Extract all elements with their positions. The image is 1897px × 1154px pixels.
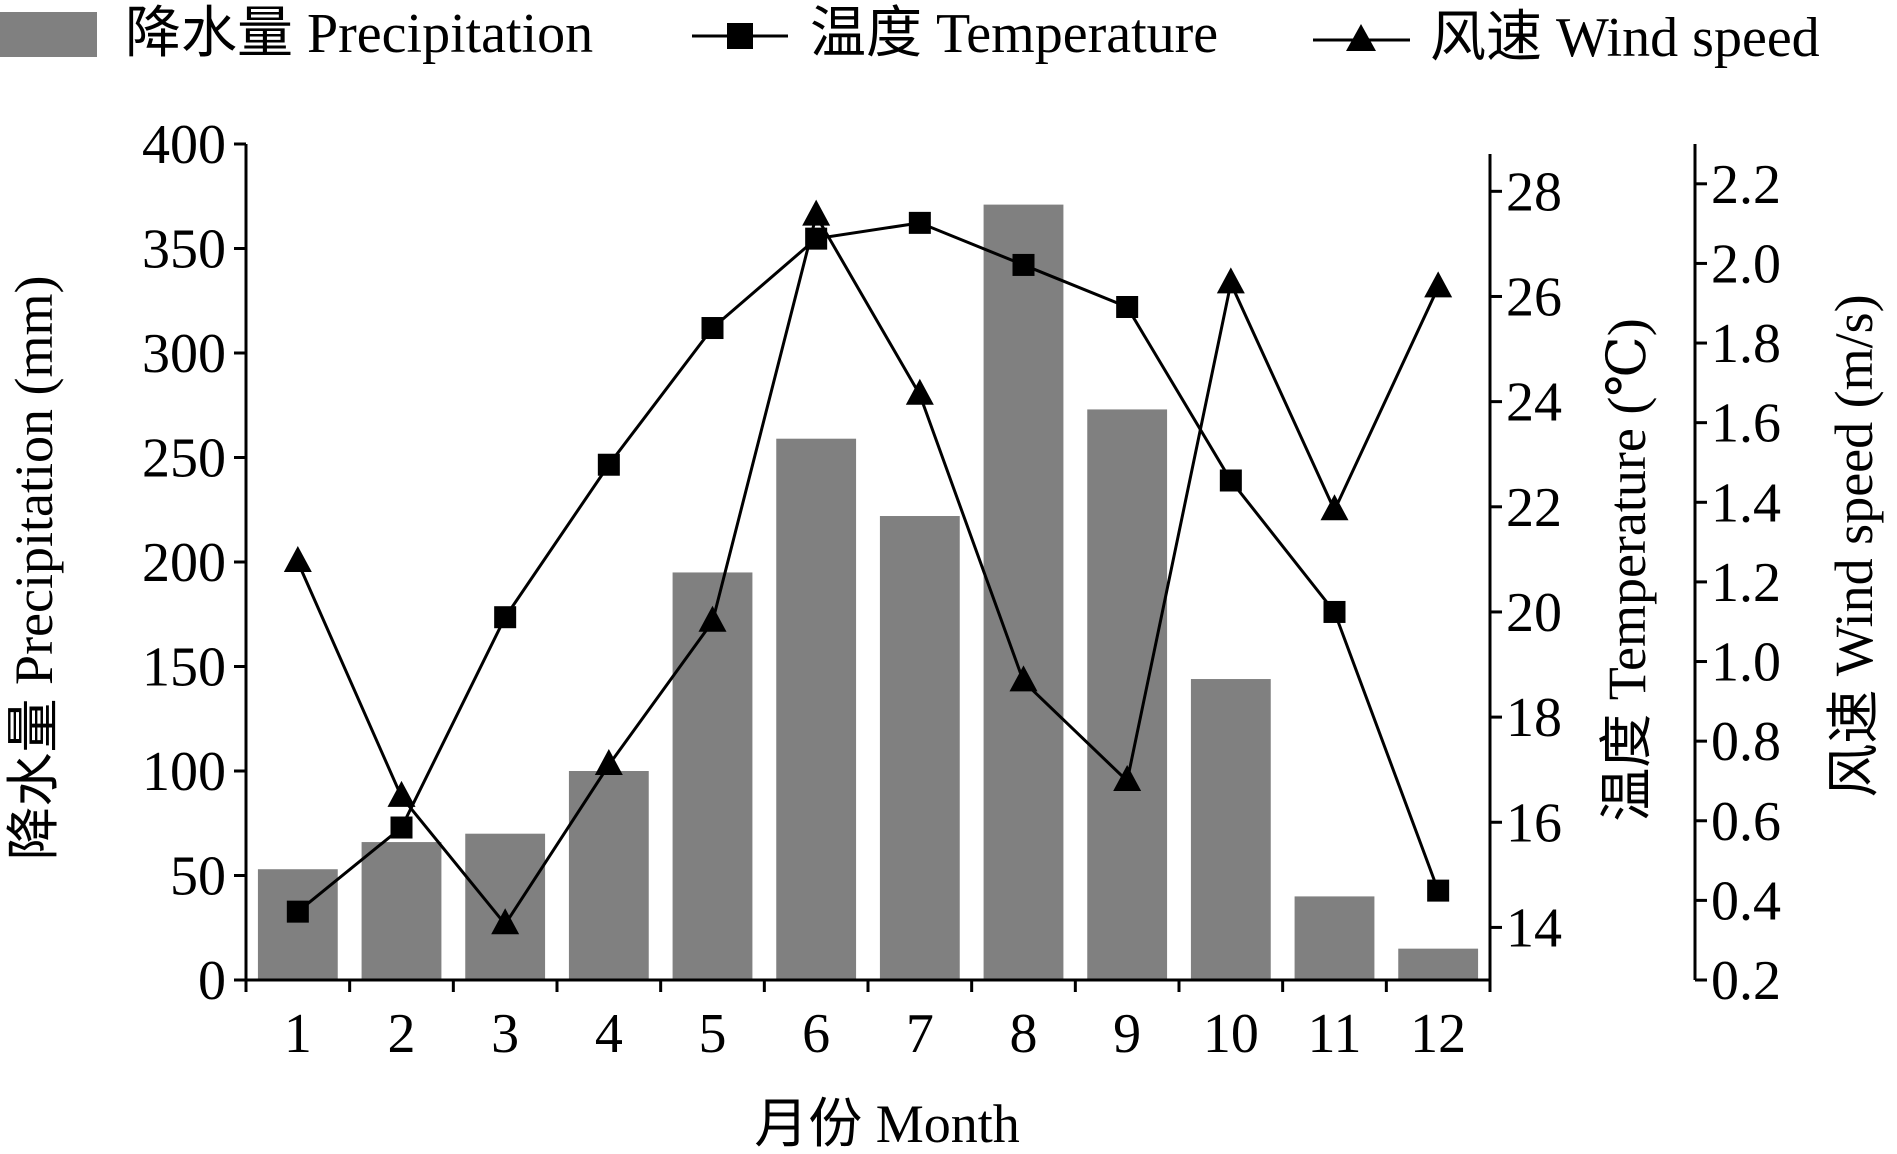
wind-speed-point (1320, 494, 1349, 521)
y-right2-tick-label: 1.6 (1711, 393, 1781, 455)
temperature-point (597, 453, 620, 476)
precipitation-bar (983, 204, 1064, 981)
wind-speed-point (698, 605, 727, 632)
y-axis-right-title: 温度 Temperature (℃) (1597, 318, 1657, 821)
wind-speed-point (802, 199, 831, 226)
legend-temperature-marker (727, 23, 753, 49)
precipitation-bar (672, 572, 753, 980)
temperature-point (286, 900, 309, 923)
y-right2-tick-label: 2.2 (1711, 154, 1781, 216)
temperature-point (1012, 253, 1035, 276)
y-right-tick-label: 20 (1506, 582, 1562, 644)
precipitation-bar (879, 516, 960, 980)
y-right2-tick-label: 2.0 (1711, 233, 1781, 295)
precipitation-bar (1294, 896, 1375, 980)
precipitation-bar (257, 869, 338, 980)
y-right2-tick-label: 0.4 (1711, 870, 1781, 932)
y-left-tick-label: 250 (142, 428, 226, 490)
wind-speed-point (1009, 665, 1038, 692)
wind-speed-point (387, 780, 416, 807)
x-tick-label: 8 (1010, 1003, 1038, 1065)
wind-speed-point (1113, 764, 1142, 791)
y-left-tick-label: 0 (198, 950, 226, 1012)
y-right-tick-label: 24 (1506, 372, 1562, 434)
wind-speed-line (296, 211, 1440, 927)
y-right-tick-label: 16 (1506, 792, 1562, 854)
temperature-line (296, 221, 1440, 913)
y-left-tick-label: 350 (142, 219, 226, 281)
y-left-tick-label: 150 (142, 637, 226, 699)
wind-speed-point (594, 749, 623, 776)
y-left-tick-label: 200 (142, 532, 226, 594)
temperature-point (1323, 600, 1346, 623)
y-right-tick-label: 28 (1506, 161, 1562, 223)
wind-speed-point (491, 908, 520, 935)
y-right2-tick-label: 1.8 (1711, 313, 1781, 375)
x-tick-label: 12 (1410, 1003, 1466, 1065)
legend-precipitation-label: 降水量 Precipitation (125, 3, 593, 65)
y-axis-left-title: 降水量 Precipitation (mm) (4, 276, 64, 861)
precipitation-bar (568, 771, 649, 980)
legend: 降水量 Precipitation 温度 Temperature 风速 Wind… (0, 3, 1820, 69)
x-tick-label: 7 (906, 1003, 934, 1065)
y-right-tick-label: 14 (1506, 897, 1562, 959)
wind-speed-point (905, 378, 934, 405)
x-tick-label: 4 (595, 1003, 623, 1065)
x-tick-label: 5 (699, 1003, 727, 1065)
y-right2-tick-label: 1.0 (1711, 632, 1781, 694)
temperature-point (701, 317, 724, 340)
wind-speed-point (283, 546, 312, 572)
precipitation-bar (361, 842, 442, 980)
x-tick-label: 9 (1113, 1003, 1141, 1065)
y-right2-tick-label: 1.2 (1711, 552, 1781, 614)
y-right2-tick-label: 1.4 (1711, 472, 1781, 534)
temperature-point (1219, 469, 1242, 492)
temperature-point (1116, 295, 1139, 318)
y-right2-tick-label: 0.8 (1711, 711, 1781, 773)
precipitation-bar (1087, 409, 1168, 980)
precipitation-bar (776, 438, 857, 980)
legend-wind-marker (1346, 24, 1376, 51)
temperature-point (390, 816, 413, 839)
precipitation-bar (1398, 948, 1479, 980)
x-axis-title: 月份 Month (754, 1094, 1020, 1154)
x-tick-label: 11 (1308, 1003, 1362, 1065)
precipitation-bar (465, 833, 546, 980)
temperature-point (494, 606, 517, 629)
legend-temperature-label: 温度 Temperature (810, 3, 1218, 65)
y-left-tick-label: 400 (142, 114, 226, 176)
wind-speed-point (1216, 267, 1245, 294)
y-left-tick-label: 50 (170, 846, 226, 908)
x-tick-label: 10 (1203, 1003, 1259, 1065)
y-right2-tick-label: 0.2 (1711, 950, 1781, 1012)
x-tick-label: 2 (388, 1003, 416, 1065)
x-tick-label: 6 (802, 1003, 830, 1065)
y-axis-right2-title: 风速 Wind speed (m/s) (1824, 294, 1884, 797)
y-right-tick-label: 26 (1506, 266, 1562, 328)
precipitation-bar (1190, 679, 1271, 980)
y-left-tick-label: 300 (142, 323, 226, 385)
y-left-tick-label: 100 (142, 741, 226, 803)
y-right2-tick-label: 0.6 (1711, 791, 1781, 853)
legend-precipitation-swatch (0, 12, 97, 57)
temperature-point (805, 227, 828, 250)
temperature-point (1427, 879, 1450, 902)
y-right-tick-label: 22 (1506, 477, 1562, 539)
wind-speed-point (1424, 271, 1453, 298)
plot-area: 0501001502002503003504001416182022242628… (142, 114, 1781, 1065)
x-tick-label: 3 (491, 1003, 519, 1065)
temperature-point (908, 211, 931, 234)
y-right-tick-label: 18 (1506, 687, 1562, 749)
x-tick-label: 1 (284, 1003, 312, 1065)
legend-wind-label: 风速 Wind speed (1430, 7, 1820, 69)
